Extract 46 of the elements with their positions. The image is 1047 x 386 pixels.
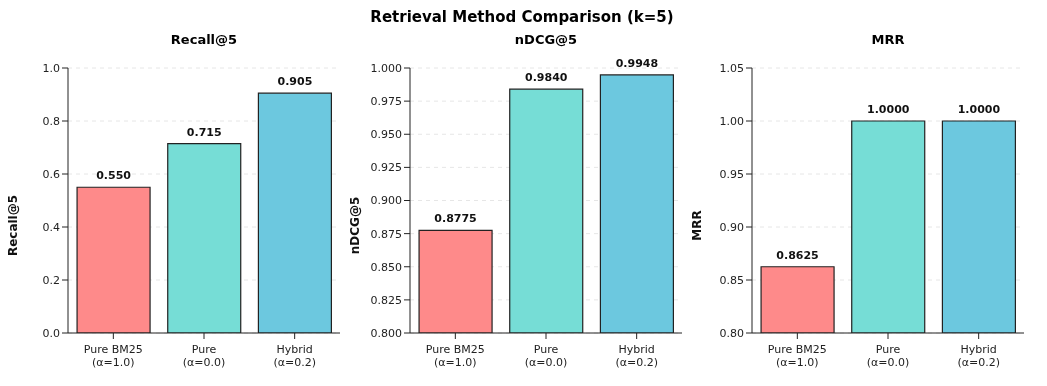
y-tick-label: 0.8: [42, 114, 60, 128]
y-tick-label: 0.4: [42, 220, 60, 234]
y-tick-label: 0.800: [370, 326, 402, 340]
x-tick-label: Hybrid (α=0.2): [957, 343, 1000, 369]
y-tick-label: 0.80: [719, 326, 744, 340]
x-tick-label: Pure (α=0.0): [866, 343, 910, 369]
x-tick-label: Pure (α=0.0): [182, 343, 226, 369]
data-label: 0.9948: [615, 56, 659, 70]
data-label: 0.8775: [434, 212, 477, 226]
y-tick-label: 0.900: [370, 194, 402, 208]
chart-title: nDCG@5: [513, 32, 579, 48]
y-axis-title: nDCG@5: [348, 196, 363, 255]
x-tick-label: Hybrid (α=0.2): [615, 343, 658, 369]
y-tick-label: 0.95: [719, 167, 744, 181]
y-tick-label: 0.825: [370, 293, 402, 307]
y-axis-title: MRR: [690, 210, 705, 241]
y-tick-label: 0.950: [370, 128, 402, 142]
x-tick-label: Pure BM25 (α=1.0): [425, 343, 485, 369]
y-axis-title: Recall@5: [6, 194, 21, 257]
y-tick-label: 1.0: [42, 61, 60, 75]
y-tick-label: 0.875: [370, 227, 402, 241]
x-tick-label: Pure (α=0.0): [524, 343, 568, 369]
y-tick-label: 0.850: [370, 260, 402, 274]
x-tick-label: Pure BM25 (α=1.0): [767, 343, 827, 369]
y-tick-label: 0.975: [370, 95, 402, 109]
chart-title: Recall@5: [169, 32, 239, 48]
y-tick-label: 0.925: [370, 161, 402, 175]
x-tick-label: Hybrid (α=0.2): [273, 343, 316, 369]
text: Retrieval Method Comparison (k=5): [369, 8, 675, 28]
y-tick-label: 1.000: [370, 61, 402, 75]
y-tick-label: 0.6: [42, 167, 60, 181]
y-tick-label: 0.90: [719, 220, 744, 234]
chart-title: MRR: [870, 32, 906, 48]
data-label: 0.8625: [776, 248, 819, 262]
x-tick-label: Pure BM25 (α=1.0): [83, 343, 143, 369]
y-tick-label: 0.0: [42, 326, 60, 340]
data-label: 1.0000: [957, 103, 1001, 116]
data-label: 1.0000: [867, 103, 910, 116]
data-label: 0.550: [96, 169, 132, 183]
y-tick-label: 0.85: [719, 273, 744, 287]
y-tick-label: 0.2: [42, 273, 60, 287]
data-label: 0.715: [186, 125, 222, 139]
y-tick-label: 1.00: [719, 114, 744, 128]
data-label: 0.9840: [525, 71, 568, 85]
y-tick-label: 1.05: [719, 61, 744, 75]
data-label: 0.905: [277, 75, 313, 89]
